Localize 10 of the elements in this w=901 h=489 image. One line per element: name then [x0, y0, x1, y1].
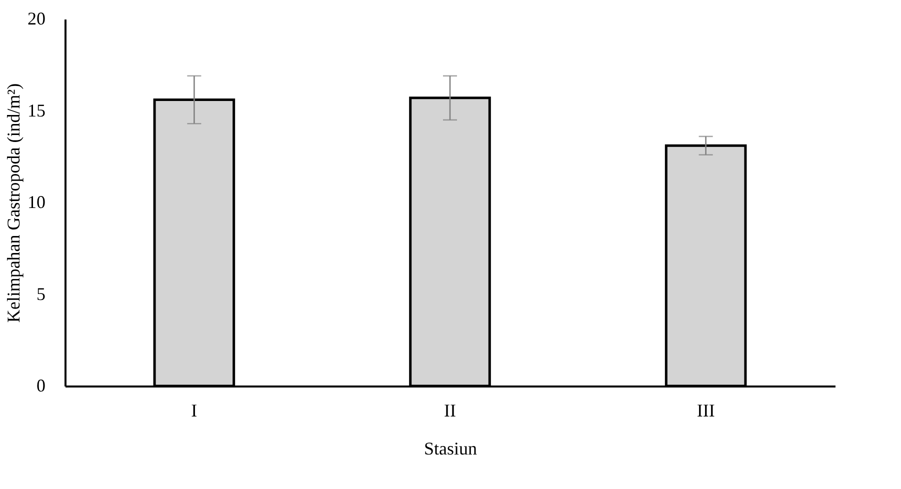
- y-tick-label: 20: [28, 8, 46, 28]
- y-tick-label: 15: [28, 100, 46, 120]
- y-tick-label: 10: [28, 192, 46, 212]
- y-axis-title: Kelimpahan Gastropoda (ind/m²): [4, 83, 24, 323]
- y-tick-label: 0: [36, 376, 46, 396]
- x-tick-label: II: [444, 400, 456, 420]
- x-tick-label: I: [191, 400, 198, 420]
- y-tick-label: 5: [36, 284, 46, 304]
- x-axis-title: Stasiun: [424, 438, 478, 458]
- x-tick-label: III: [696, 400, 715, 420]
